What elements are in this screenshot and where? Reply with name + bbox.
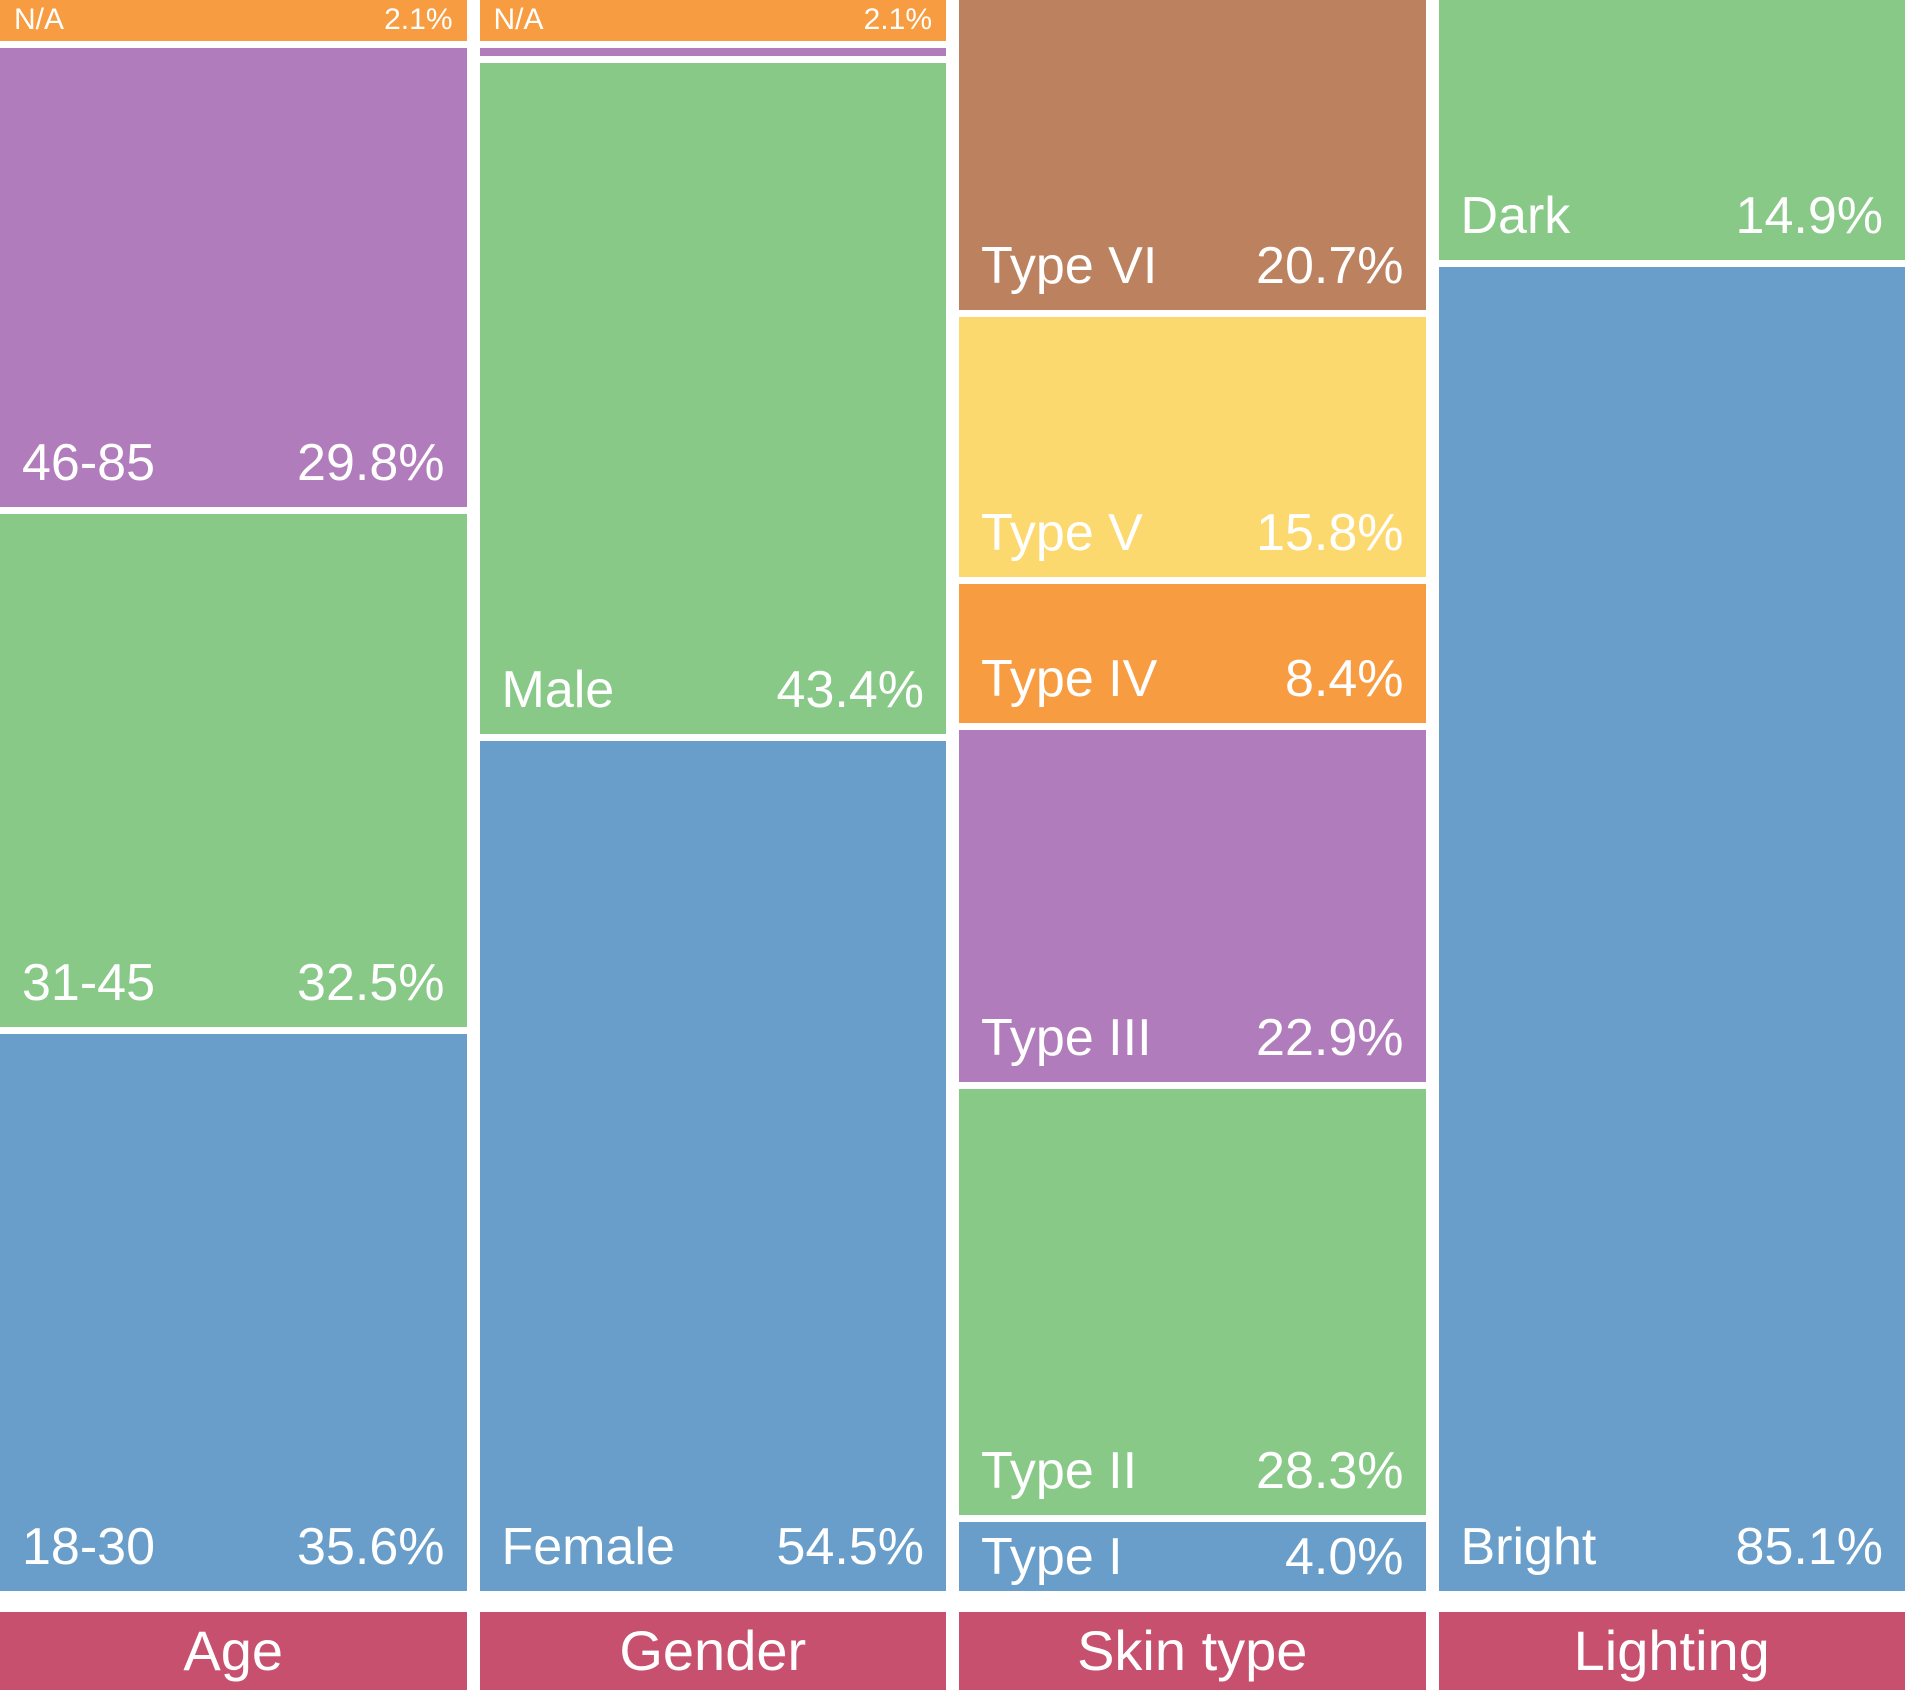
segment-gender-male: Male 43.4% (479, 62, 946, 734)
column-skin-type-bars: Type VI 20.7% Type V 15.8% Type IV 8.4% … (959, 0, 1426, 1591)
segment-age-na: N/A 2.1% (0, 0, 467, 41)
column-gender: N/A 2.1% Male 43.4% Female 54.5% Gender (479, 0, 946, 1698)
segment-value: 14.9% (1735, 187, 1883, 246)
segment-value: 8.4% (1284, 649, 1404, 708)
category-band-skin-type: Skin type (959, 1612, 1426, 1690)
segment-lighting-dark: Dark 14.9% (1438, 0, 1905, 261)
column-lighting-bars: Dark 14.9% Bright 85.1% (1438, 0, 1905, 1591)
segment-label: Type V (981, 504, 1143, 563)
segment-gender-na: N/A 2.1% (479, 0, 946, 41)
category-title: Skin type (1077, 1619, 1308, 1682)
segment-age-18-30: 18-30 35.6% (0, 1033, 467, 1592)
segment-label: Male (501, 660, 615, 719)
category-title: Age (183, 1619, 284, 1682)
segment-value: 20.7% (1256, 237, 1404, 296)
segment-value: 28.3% (1256, 1442, 1404, 1501)
segment-value: 2.1% (384, 3, 453, 37)
segment-label: Type III (981, 1009, 1152, 1068)
segment-label: N/A (14, 3, 65, 37)
segment-skin-type-v: Type V 15.8% (959, 317, 1426, 578)
segment-label: Dark (1460, 187, 1571, 246)
segment-skin-type-iv: Type IV 8.4% (959, 584, 1426, 723)
segment-label: 31-45 (22, 953, 155, 1012)
segment-label: Type IV (981, 649, 1158, 708)
segment-label: Type VI (981, 237, 1158, 296)
column-lighting: Dark 14.9% Bright 85.1% Lighting (1438, 0, 1905, 1698)
segment-skin-type-ii: Type II 28.3% (959, 1089, 1426, 1516)
column-skin-type: Type VI 20.7% Type V 15.8% Type IV 8.4% … (959, 0, 1426, 1698)
segment-label: Type I (981, 1528, 1123, 1586)
segment-gender-female: Female 54.5% (479, 740, 946, 1591)
column-age: N/A 2.1% 46-85 29.8% 31-45 32.5% 18-30 3… (0, 0, 467, 1698)
segment-label: Type II (981, 1442, 1138, 1501)
category-title: Lighting (1573, 1619, 1770, 1682)
category-title: Gender (619, 1619, 807, 1682)
segment-label: N/A (493, 3, 544, 37)
segment-gender-unlabeled (479, 47, 946, 56)
segment-skin-type-iii: Type III 22.9% (959, 729, 1426, 1083)
category-band-lighting: Lighting (1438, 1612, 1905, 1690)
segment-age-31-45: 31-45 32.5% (0, 513, 467, 1027)
segment-label: Female (501, 1518, 675, 1576)
category-band-gender: Gender (479, 1612, 946, 1690)
segment-value: 29.8% (297, 433, 445, 492)
segment-label: Bright (1460, 1518, 1597, 1576)
column-age-bars: N/A 2.1% 46-85 29.8% 31-45 32.5% 18-30 3… (0, 0, 467, 1592)
segment-label: 46-85 (22, 433, 155, 492)
segment-value: 15.8% (1256, 504, 1404, 563)
segment-value: 22.9% (1256, 1009, 1404, 1068)
segment-skin-type-vi: Type VI 20.7% (959, 0, 1426, 311)
segment-lighting-bright: Bright 85.1% (1438, 267, 1905, 1591)
segment-value: 4.0% (1284, 1528, 1404, 1586)
segment-value: 43.4% (776, 660, 924, 719)
category-band-age: Age (0, 1612, 467, 1690)
segment-skin-type-i: Type I 4.0% (959, 1522, 1426, 1591)
segment-value: 85.1% (1735, 1518, 1883, 1576)
column-gender-bars: N/A 2.1% Male 43.4% Female 54.5% (479, 0, 946, 1591)
segment-value: 32.5% (297, 953, 445, 1012)
segment-age-46-85: 46-85 29.8% (0, 47, 467, 507)
segment-value: 2.1% (863, 3, 932, 37)
segment-value: 54.5% (776, 1518, 924, 1576)
segment-label: 18-30 (22, 1518, 155, 1577)
segment-value: 35.6% (297, 1518, 445, 1577)
